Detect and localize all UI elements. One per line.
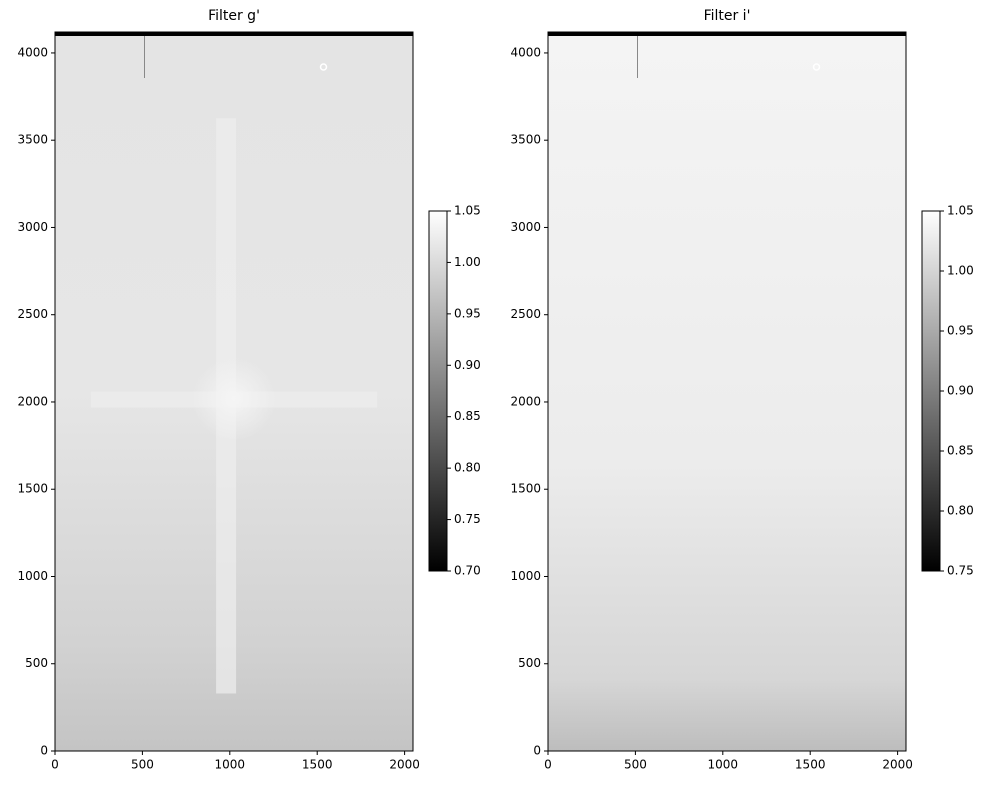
y-tick-label: 2000 xyxy=(510,394,541,408)
colorbar-tick-label: 0.90 xyxy=(947,384,974,398)
y-tick-label: 500 xyxy=(25,656,48,670)
y-tick-label: 3500 xyxy=(17,133,48,147)
y-tick-label: 1000 xyxy=(17,569,48,583)
y-tick-label: 500 xyxy=(518,656,541,670)
axes-frame xyxy=(547,31,907,752)
x-tick-label: 1500 xyxy=(795,758,826,772)
x-tick-label: 0 xyxy=(51,758,59,772)
colorbar-tick-label: 0.80 xyxy=(947,504,974,518)
y-tick-label: 0 xyxy=(533,744,541,758)
y-tick-label: 4000 xyxy=(510,45,541,59)
x-tick-label: 500 xyxy=(624,758,647,772)
colorbar-tick-label: 0.90 xyxy=(454,358,481,372)
y-tick-label: 2500 xyxy=(510,307,541,321)
colorbar-tick-label: 0.75 xyxy=(454,512,481,526)
y-tick-label: 3000 xyxy=(17,220,48,234)
colorbar-tick-label: 0.70 xyxy=(454,564,481,578)
image-spot xyxy=(192,356,276,441)
y-tick-label: 2000 xyxy=(17,394,48,408)
colorbar-tick-label: 1.00 xyxy=(454,255,481,269)
colorbar xyxy=(428,210,448,572)
image-top-band xyxy=(55,32,413,36)
chart-title: Filter i' xyxy=(704,8,751,24)
x-tick-label: 2000 xyxy=(882,758,913,772)
colorbar-tick-label: 1.00 xyxy=(947,264,974,278)
x-tick-label: 2000 xyxy=(389,758,420,772)
colorbar-tick-label: 0.80 xyxy=(454,461,481,475)
colorbar-tick-label: 1.05 xyxy=(947,204,974,218)
y-tick-label: 1000 xyxy=(510,569,541,583)
colorbar-tick-label: 0.95 xyxy=(454,306,481,320)
x-tick-label: 1000 xyxy=(708,758,739,772)
y-tick-label: 3500 xyxy=(510,133,541,147)
x-tick-label: 500 xyxy=(131,758,154,772)
image xyxy=(548,32,906,751)
colorbar xyxy=(921,210,941,572)
colorbar-tick-label: 0.85 xyxy=(947,444,974,458)
y-tick-label: 4000 xyxy=(17,45,48,59)
chart-title: Filter g' xyxy=(208,8,260,24)
colorbar-tick-label: 0.85 xyxy=(454,409,481,423)
y-tick-label: 1500 xyxy=(510,482,541,496)
axes-frame xyxy=(54,31,414,752)
y-tick-label: 0 xyxy=(40,744,48,758)
image-ring xyxy=(812,63,821,71)
image-ring xyxy=(319,63,328,71)
x-tick-label: 0 xyxy=(544,758,552,772)
y-tick-label: 2500 xyxy=(17,307,48,321)
colorbar-tick-label: 0.75 xyxy=(947,564,974,578)
x-tick-label: 1000 xyxy=(215,758,246,772)
y-tick-label: 3000 xyxy=(510,220,541,234)
colorbar-tick-label: 1.05 xyxy=(454,204,481,218)
y-tick-label: 1500 xyxy=(17,482,48,496)
x-tick-label: 1500 xyxy=(302,758,333,772)
image-top-band xyxy=(548,32,906,36)
colorbar-tick-label: 0.95 xyxy=(947,324,974,338)
